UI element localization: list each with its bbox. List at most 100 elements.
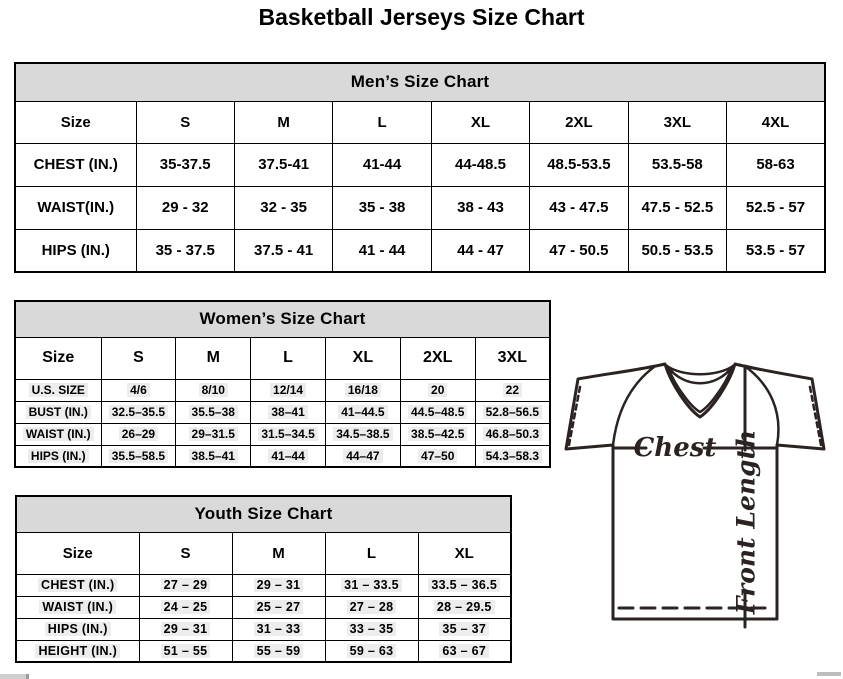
size-value-cell: 59 – 63 [324,639,419,663]
table-row: CHEST (IN.) 35-37.5 37.5-41 41-44 44-48.5 48.… [14,142,826,187]
column-header: L [332,100,432,144]
size-value-cell: 44-48.5 [430,142,531,187]
row-label: CHEST (IN.) [14,142,137,187]
collar-v-inner [667,368,733,414]
column-header-row: Size S M L XL 2XL 3XL [14,336,551,380]
size-value-cell: 34.5–38.5 [324,422,401,446]
right-armhole-seam [744,365,780,447]
column-header: 3XL [474,336,551,380]
youth-size-table: Youth Size Chart Size S M L XL CHEST (IN.) 27 –… [15,495,512,663]
column-header: S [100,336,177,380]
row-label: HIPS (IN.) [14,444,102,468]
column-header: L [324,531,419,575]
column-header: M [175,336,252,380]
size-value-cell: 27 – 29 [138,573,233,597]
size-value-cell: 41–44.5 [324,400,401,424]
column-header: S [138,531,233,575]
chest-label: Chest [634,433,717,463]
column-header: 3XL [627,100,728,144]
size-value-cell: 54.3–58.3 [474,444,551,468]
size-value-cell: 58-63 [726,142,826,187]
size-value-cell: 32 - 35 [233,185,334,230]
size-value-cell: 29 – 31 [231,573,326,597]
scrollbar-fragment-left[interactable] [0,674,29,679]
womens-size-chart: Women’s Size Chart Size S M L XL 2XL 3XL U.S. SI… [14,300,551,468]
youth-chart-title: Youth Size Chart [15,495,512,533]
size-value-cell: 38–41 [250,400,326,424]
scrollbar-fragment-right[interactable] [817,672,841,676]
size-value-cell: 38 - 43 [430,185,531,230]
size-value-cell: 46.8–50.3 [474,422,551,446]
column-header-row: Size S M L XL 2XL 3XL 4XL [14,100,826,144]
size-value-cell: 4/6 [100,378,177,402]
column-header: L [250,336,326,380]
column-header: S [135,100,235,144]
row-label: BUST (IN.) [14,400,102,424]
size-value-cell: 31 – 33 [231,617,326,641]
size-value-cell: 24 – 25 [138,595,233,619]
table-row: HEIGHT (IN.) 51 – 55 55 – 59 59 – 63 63 – 67 [15,639,512,663]
size-value-cell: 35-37.5 [135,142,235,187]
size-value-cell: 53.5-58 [627,142,728,187]
column-header: Size [14,336,102,380]
size-value-cell: 47.5 - 52.5 [627,185,728,230]
size-value-cell: 32.5–35.5 [100,400,177,424]
row-label: U.S. SIZE [14,378,102,402]
size-value-cell: 52.8–56.5 [474,400,551,424]
table-row: BUST (IN.) 32.5–35.5 35.5–38 38–41 41–44.5 44… [14,400,551,424]
size-value-cell: 53.5 - 57 [726,228,826,273]
column-header: M [233,100,334,144]
column-header: XL [417,531,512,575]
row-label: HIPS (IN.) [15,617,140,641]
size-value-cell: 50.5 - 53.5 [627,228,728,273]
size-value-cell: 55 – 59 [231,639,326,663]
size-value-cell: 38.5–42.5 [399,422,476,446]
size-value-cell: 27 – 28 [324,595,419,619]
size-value-cell: 52.5 - 57 [726,185,826,230]
size-value-cell: 47 - 50.5 [529,228,629,273]
table-row: HIPS (IN.) 35 - 37.5 37.5 - 41 41 - 44 44 - … [14,228,826,273]
size-value-cell: 37.5 - 41 [233,228,334,273]
column-header-row: Size S M L XL [15,531,512,575]
size-value-cell: 29–31.5 [175,422,252,446]
table-row: HIPS (IN.) 29 – 31 31 – 33 33 – 35 35 – 37 [15,617,512,641]
column-header: Size [14,100,137,144]
row-label: HIPS (IN.) [14,228,137,273]
size-value-cell: 12/14 [250,378,326,402]
row-label: CHEST (IN.) [15,573,140,597]
size-value-cell: 47–50 [399,444,476,468]
size-value-cell: 41 - 44 [332,228,432,273]
table-row: WAIST(IN.) 29 - 32 32 - 35 35 - 38 38 - 43 43… [14,185,826,230]
size-value-cell: 51 – 55 [138,639,233,663]
size-value-cell: 44.5–48.5 [399,400,476,424]
column-header: XL [430,100,531,144]
row-label: WAIST (IN.) [14,422,102,446]
women-chart-title: Women’s Size Chart [14,300,551,338]
size-value-cell: 28 – 29.5 [417,595,512,619]
womens-size-table: Women’s Size Chart Size S M L XL 2XL 3XL U.S. SI… [14,300,551,468]
size-value-cell: 48.5-53.5 [529,142,629,187]
table-row: U.S. SIZE 4/6 8/10 12/14 16/18 20 22 [14,378,551,402]
size-value-cell: 35 - 38 [332,185,432,230]
column-header: 4XL [726,100,826,144]
collar-arc-outer [665,364,735,376]
jersey-measurement-diagram: Chest Front Length [564,362,826,629]
table-row: WAIST (IN.) 26–29 29–31.5 31.5–34.5 34.5–38.… [14,422,551,446]
row-label: HEIGHT (IN.) [15,639,140,663]
size-value-cell: 35 - 37.5 [135,228,235,273]
size-value-cell: 29 - 32 [135,185,235,230]
size-value-cell: 44–47 [324,444,401,468]
table-row: WAIST (IN.) 24 – 25 25 – 27 27 – 28 28 – 29.… [15,595,512,619]
men-chart-title: Men’s Size Chart [14,62,826,102]
left-cuff-dashed-line [567,385,582,447]
table-row: CHEST (IN.) 27 – 29 29 – 31 31 – 33.5 33.5 –… [15,573,512,597]
left-armhole-seam [611,365,656,447]
right-cuff-dashed-line [808,385,823,447]
size-value-cell: 31 – 33.5 [324,573,419,597]
size-value-cell: 35 – 37 [417,617,512,641]
size-value-cell: 16/18 [324,378,401,402]
collar-arc-inner [665,364,735,385]
mens-size-table: Men’s Size Chart Size S M L XL 2XL 3XL 4XL CHEST … [14,62,826,273]
size-value-cell: 33.5 – 36.5 [417,573,512,597]
table-row: HIPS (IN.) 35.5–58.5 38.5–41 41–44 44–47 47–5… [14,444,551,468]
